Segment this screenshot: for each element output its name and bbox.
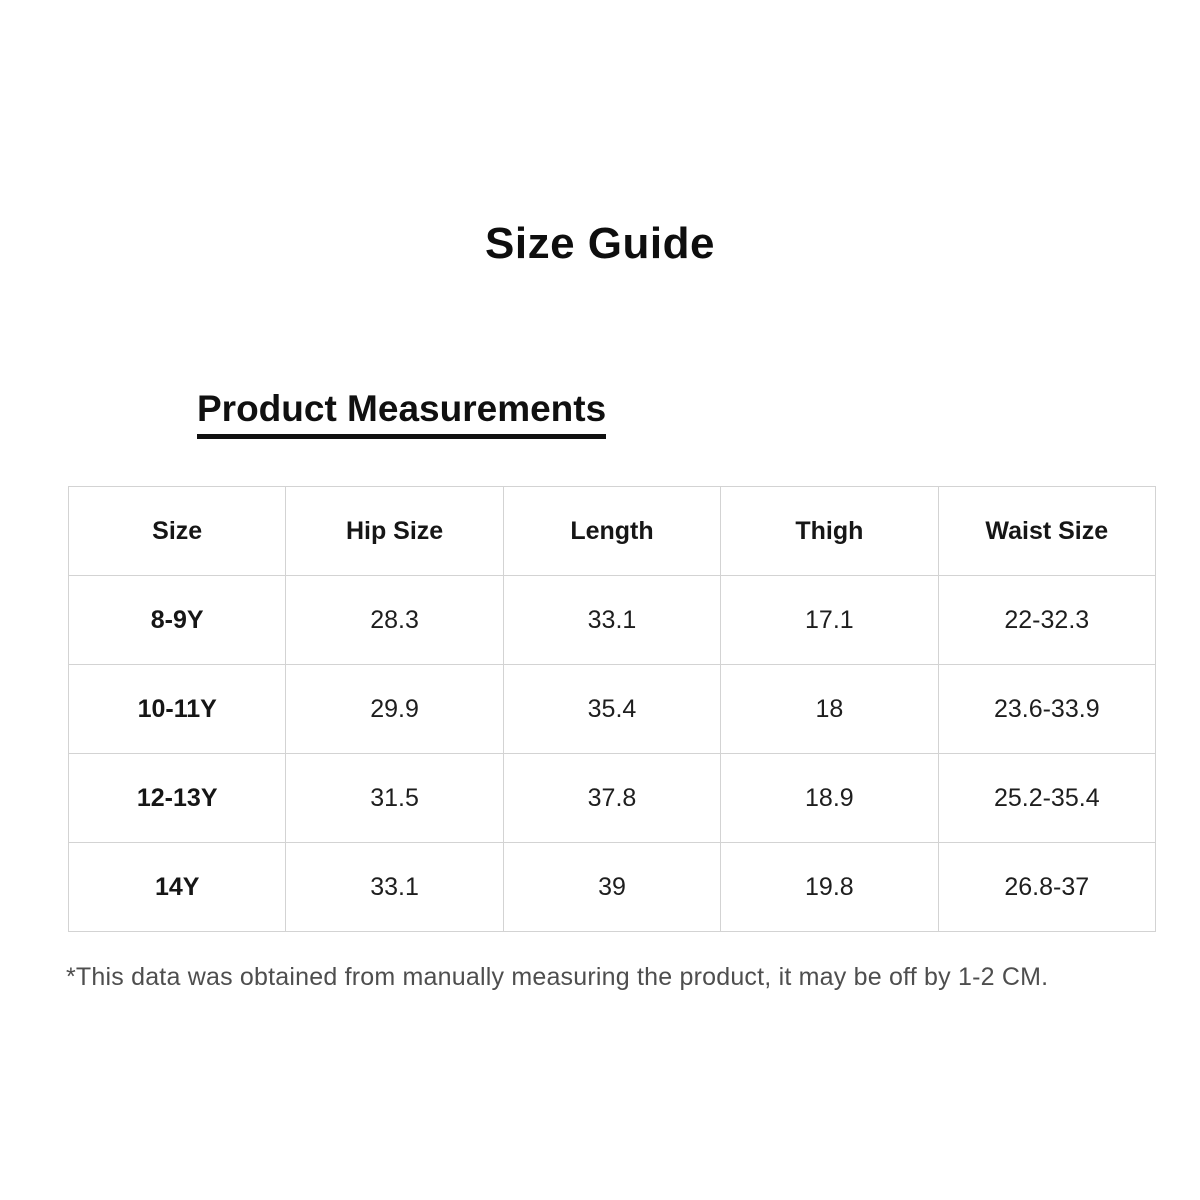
- size-cell: 10-11Y: [67, 664, 287, 754]
- header-cell-waist-size: Waist Size: [937, 486, 1157, 576]
- value-cell: 17.1: [720, 575, 939, 665]
- value-cell: 22-32.3: [937, 575, 1157, 665]
- header-cell-hip-size: Hip Size: [285, 486, 504, 576]
- header-cell-length: Length: [502, 486, 722, 576]
- value-cell: 26.8-37: [937, 842, 1157, 932]
- measurement-footnote: *This data was obtained from manually me…: [66, 963, 1049, 991]
- value-cell: 33.1: [502, 575, 722, 665]
- value-cell: 39: [502, 842, 722, 932]
- table-header-row: Size Hip Size Length Thigh Waist Size: [67, 486, 1157, 576]
- value-cell: 33.1: [285, 842, 504, 932]
- page-title: Size Guide: [485, 219, 715, 268]
- value-cell: 25.2-35.4: [937, 753, 1157, 843]
- section-heading-product-measurements: Product Measurements: [197, 390, 607, 439]
- value-cell: 23.6-33.9: [937, 664, 1157, 754]
- value-cell: 35.4: [502, 664, 722, 754]
- table-row-14y: 14Y 33.1 39 19.8 26.8-37: [67, 842, 1157, 932]
- value-cell: 18.9: [720, 753, 939, 843]
- size-measurements-table: Size Hip Size Length Thigh Waist Size 8-9Y 28…: [67, 486, 1157, 932]
- value-cell: 19.8: [720, 842, 939, 932]
- value-cell: 31.5: [285, 753, 504, 843]
- table-row-10-11y: 10-11Y 29.9 35.4 18 23.6-33.9: [67, 664, 1157, 754]
- header-cell-size: Size: [67, 486, 287, 576]
- table-header: Size Hip Size Length Thigh Waist Size: [67, 486, 1157, 576]
- size-cell: 12-13Y: [67, 753, 287, 843]
- value-cell: 18: [720, 664, 939, 754]
- table-body: 8-9Y 28.3 33.1 17.1 22-32.3 10-11Y 29.9 35.4 18 2…: [67, 575, 1157, 932]
- table-row-12-13y: 12-13Y 31.5 37.8 18.9 25.2-35.4: [67, 753, 1157, 843]
- value-cell: 37.8: [502, 753, 722, 843]
- header-cell-thigh: Thigh: [720, 486, 939, 576]
- value-cell: 28.3: [285, 575, 504, 665]
- value-cell: 29.9: [285, 664, 504, 754]
- size-cell: 8-9Y: [67, 575, 287, 665]
- table-row-8-9y: 8-9Y 28.3 33.1 17.1 22-32.3: [67, 575, 1157, 665]
- size-cell: 14Y: [67, 842, 287, 932]
